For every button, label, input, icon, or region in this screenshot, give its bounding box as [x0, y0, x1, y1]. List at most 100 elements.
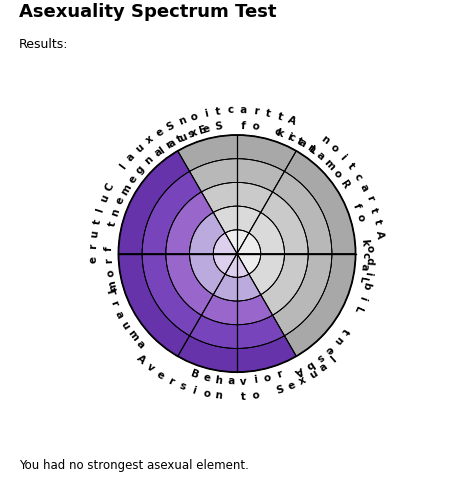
Text: s: s	[186, 128, 196, 140]
Wedge shape	[213, 206, 261, 233]
Wedge shape	[201, 183, 273, 213]
Text: r: r	[164, 140, 173, 151]
Wedge shape	[166, 254, 213, 315]
Wedge shape	[273, 254, 332, 336]
Text: l: l	[95, 207, 106, 213]
Text: A: A	[286, 115, 297, 127]
Wedge shape	[178, 135, 296, 171]
Text: a: a	[135, 339, 146, 351]
Wedge shape	[142, 254, 201, 336]
Text: a: a	[153, 146, 164, 158]
Text: b: b	[360, 281, 372, 290]
Text: u: u	[177, 131, 188, 143]
Wedge shape	[261, 192, 308, 254]
Text: f: f	[104, 246, 114, 251]
Wedge shape	[225, 230, 249, 254]
Text: T: T	[104, 286, 116, 297]
Text: e: e	[154, 127, 165, 139]
Text: n: n	[110, 207, 122, 217]
Text: a: a	[113, 309, 125, 320]
Wedge shape	[190, 315, 284, 348]
Text: t: t	[107, 220, 118, 227]
Wedge shape	[225, 254, 249, 277]
Text: o: o	[201, 388, 211, 399]
Text: c: c	[273, 127, 282, 138]
Text: e: e	[89, 256, 99, 263]
Wedge shape	[237, 233, 261, 254]
Text: s: s	[178, 381, 187, 392]
Text: o: o	[189, 111, 199, 123]
Text: i: i	[285, 131, 292, 142]
Wedge shape	[178, 336, 296, 372]
Text: u: u	[90, 230, 100, 239]
Text: t: t	[215, 106, 221, 116]
Text: l: l	[157, 145, 166, 155]
Text: i: i	[363, 271, 374, 276]
Text: L: L	[352, 304, 364, 314]
Text: s: s	[314, 352, 325, 363]
Text: e: e	[286, 380, 297, 392]
Text: c: c	[360, 252, 370, 258]
Text: o: o	[365, 245, 375, 253]
Text: n: n	[143, 154, 155, 167]
Wedge shape	[273, 171, 332, 254]
Wedge shape	[166, 192, 213, 254]
Text: a: a	[318, 362, 329, 374]
Text: A: A	[293, 365, 305, 377]
Text: o: o	[251, 390, 260, 401]
Text: b: b	[304, 358, 316, 371]
Text: E: E	[198, 125, 208, 136]
Text: t: t	[91, 219, 102, 226]
Text: c: c	[286, 132, 296, 143]
Wedge shape	[118, 151, 190, 254]
Wedge shape	[190, 159, 284, 192]
Wedge shape	[284, 151, 356, 254]
Text: S: S	[214, 121, 223, 132]
Wedge shape	[284, 254, 356, 356]
Text: o: o	[354, 213, 366, 223]
Text: i: i	[338, 152, 348, 161]
Wedge shape	[190, 254, 225, 295]
Text: o: o	[263, 372, 273, 384]
Text: L: L	[307, 144, 318, 156]
Text: o: o	[251, 121, 260, 132]
Text: u: u	[134, 142, 146, 154]
Wedge shape	[249, 254, 284, 295]
Text: e: e	[155, 369, 166, 381]
Text: h: h	[214, 375, 223, 386]
Text: A: A	[374, 230, 385, 239]
Text: o: o	[331, 168, 344, 180]
Text: r: r	[104, 258, 114, 264]
Text: l: l	[118, 162, 128, 171]
Text: t: t	[295, 137, 305, 148]
Text: A: A	[135, 354, 147, 366]
Text: Results:: Results:	[18, 38, 68, 51]
Text: n: n	[305, 142, 316, 155]
Text: t: t	[240, 392, 246, 402]
Text: B: B	[189, 368, 200, 380]
Text: n: n	[319, 134, 331, 146]
Text: n: n	[214, 390, 223, 401]
Text: c: c	[352, 171, 364, 182]
Text: t: t	[368, 206, 379, 214]
Text: t: t	[346, 161, 356, 171]
Text: m: m	[119, 183, 133, 197]
Text: x: x	[298, 375, 308, 387]
Text: a: a	[166, 137, 178, 149]
Text: o: o	[105, 269, 116, 278]
Wedge shape	[142, 171, 201, 254]
Wedge shape	[118, 254, 190, 356]
Text: e: e	[201, 124, 211, 135]
Text: v: v	[145, 362, 156, 374]
Text: r: r	[252, 106, 259, 116]
Text: e: e	[323, 343, 335, 355]
Text: r: r	[167, 375, 176, 387]
Text: x: x	[190, 127, 199, 139]
Text: i: i	[357, 294, 368, 301]
Text: u: u	[308, 369, 319, 381]
Text: c: c	[228, 105, 234, 115]
Text: a: a	[358, 182, 370, 193]
Wedge shape	[190, 213, 225, 254]
Text: u: u	[99, 193, 110, 204]
Text: a: a	[239, 105, 247, 115]
